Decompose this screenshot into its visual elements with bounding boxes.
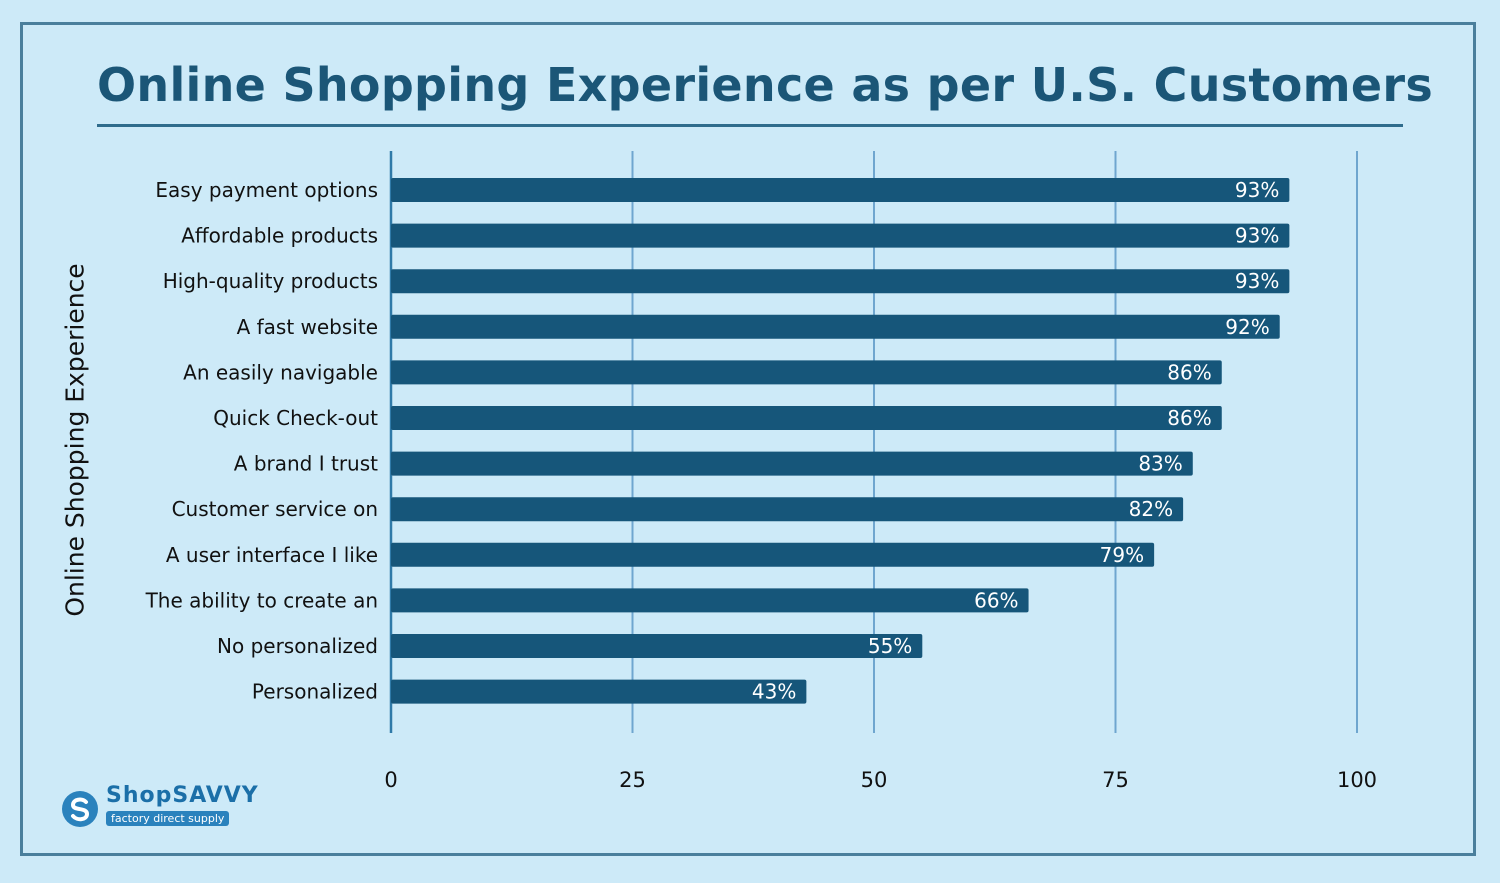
bar-value-label: 93% — [1235, 224, 1279, 248]
category-label: Easy payment options — [155, 178, 378, 202]
bars: 93% 93% 93% 92% 86% 86% 83% 82% 79% 66% 55% 43% — [391, 178, 1290, 704]
bar-value-label: 66% — [974, 588, 1018, 612]
x-tick-label: 100 — [1337, 768, 1377, 792]
category-label: An easily navigable — [183, 360, 378, 384]
x-tick-label: 0 — [384, 768, 397, 792]
x-tick-labels: 0 25 50 75 100 — [384, 768, 1377, 792]
bar-value-label: 83% — [1138, 452, 1182, 476]
bar-value-label: 92% — [1225, 315, 1269, 339]
category-label: Affordable products — [181, 224, 378, 248]
bar-value-label: 93% — [1235, 178, 1279, 202]
bar-6 — [391, 406, 1222, 430]
bar-value-label: 86% — [1167, 406, 1211, 430]
category-labels: Easy payment options Affordable products H… — [145, 178, 379, 704]
bar-value-label: 86% — [1167, 360, 1211, 384]
bar-1 — [391, 178, 1290, 202]
category-label: Personalized — [252, 680, 378, 704]
shopsavvy-logo-icon — [62, 791, 98, 827]
bar-value-label: 43% — [752, 680, 796, 704]
logo-tagline: factory direct supply — [106, 811, 230, 826]
bar-10 — [391, 588, 1029, 613]
bar-5 — [391, 360, 1222, 385]
bar-value-label: 82% — [1129, 497, 1173, 521]
category-label: Quick Check-out — [213, 406, 378, 430]
category-label: A fast website — [237, 315, 378, 339]
category-label: The ability to create an — [145, 588, 378, 612]
bar-value-label: 79% — [1100, 543, 1144, 567]
x-tick-label: 75 — [1102, 768, 1129, 792]
bar-12 — [391, 679, 807, 704]
bar-4 — [391, 314, 1280, 339]
category-label: High-quality products — [163, 269, 378, 293]
bar-3 — [391, 269, 1290, 294]
category-label: A brand I trust — [234, 452, 378, 476]
bar-2 — [391, 223, 1290, 248]
category-label: A user interface I like — [166, 543, 378, 567]
logo-wordmark: ShopSAVVY — [106, 783, 259, 808]
x-tick-label: 25 — [619, 768, 646, 792]
chart-frame — [20, 22, 1476, 856]
bar-8 — [391, 497, 1184, 522]
bar-value-label: 55% — [868, 634, 912, 658]
chart-title: Online Shopping Experience as per U.S. C… — [97, 58, 1434, 112]
category-label: Customer service on — [172, 497, 378, 521]
bar-value-label: 93% — [1235, 269, 1279, 293]
bar-11 — [391, 634, 923, 658]
brand-logo: ShopSAVVY factory direct supply — [60, 783, 260, 830]
category-label: No personalized — [217, 634, 378, 658]
bar-9 — [391, 542, 1155, 567]
title-divider — [97, 124, 1403, 127]
bar-7 — [391, 451, 1193, 476]
x-tick-label: 50 — [861, 768, 888, 792]
